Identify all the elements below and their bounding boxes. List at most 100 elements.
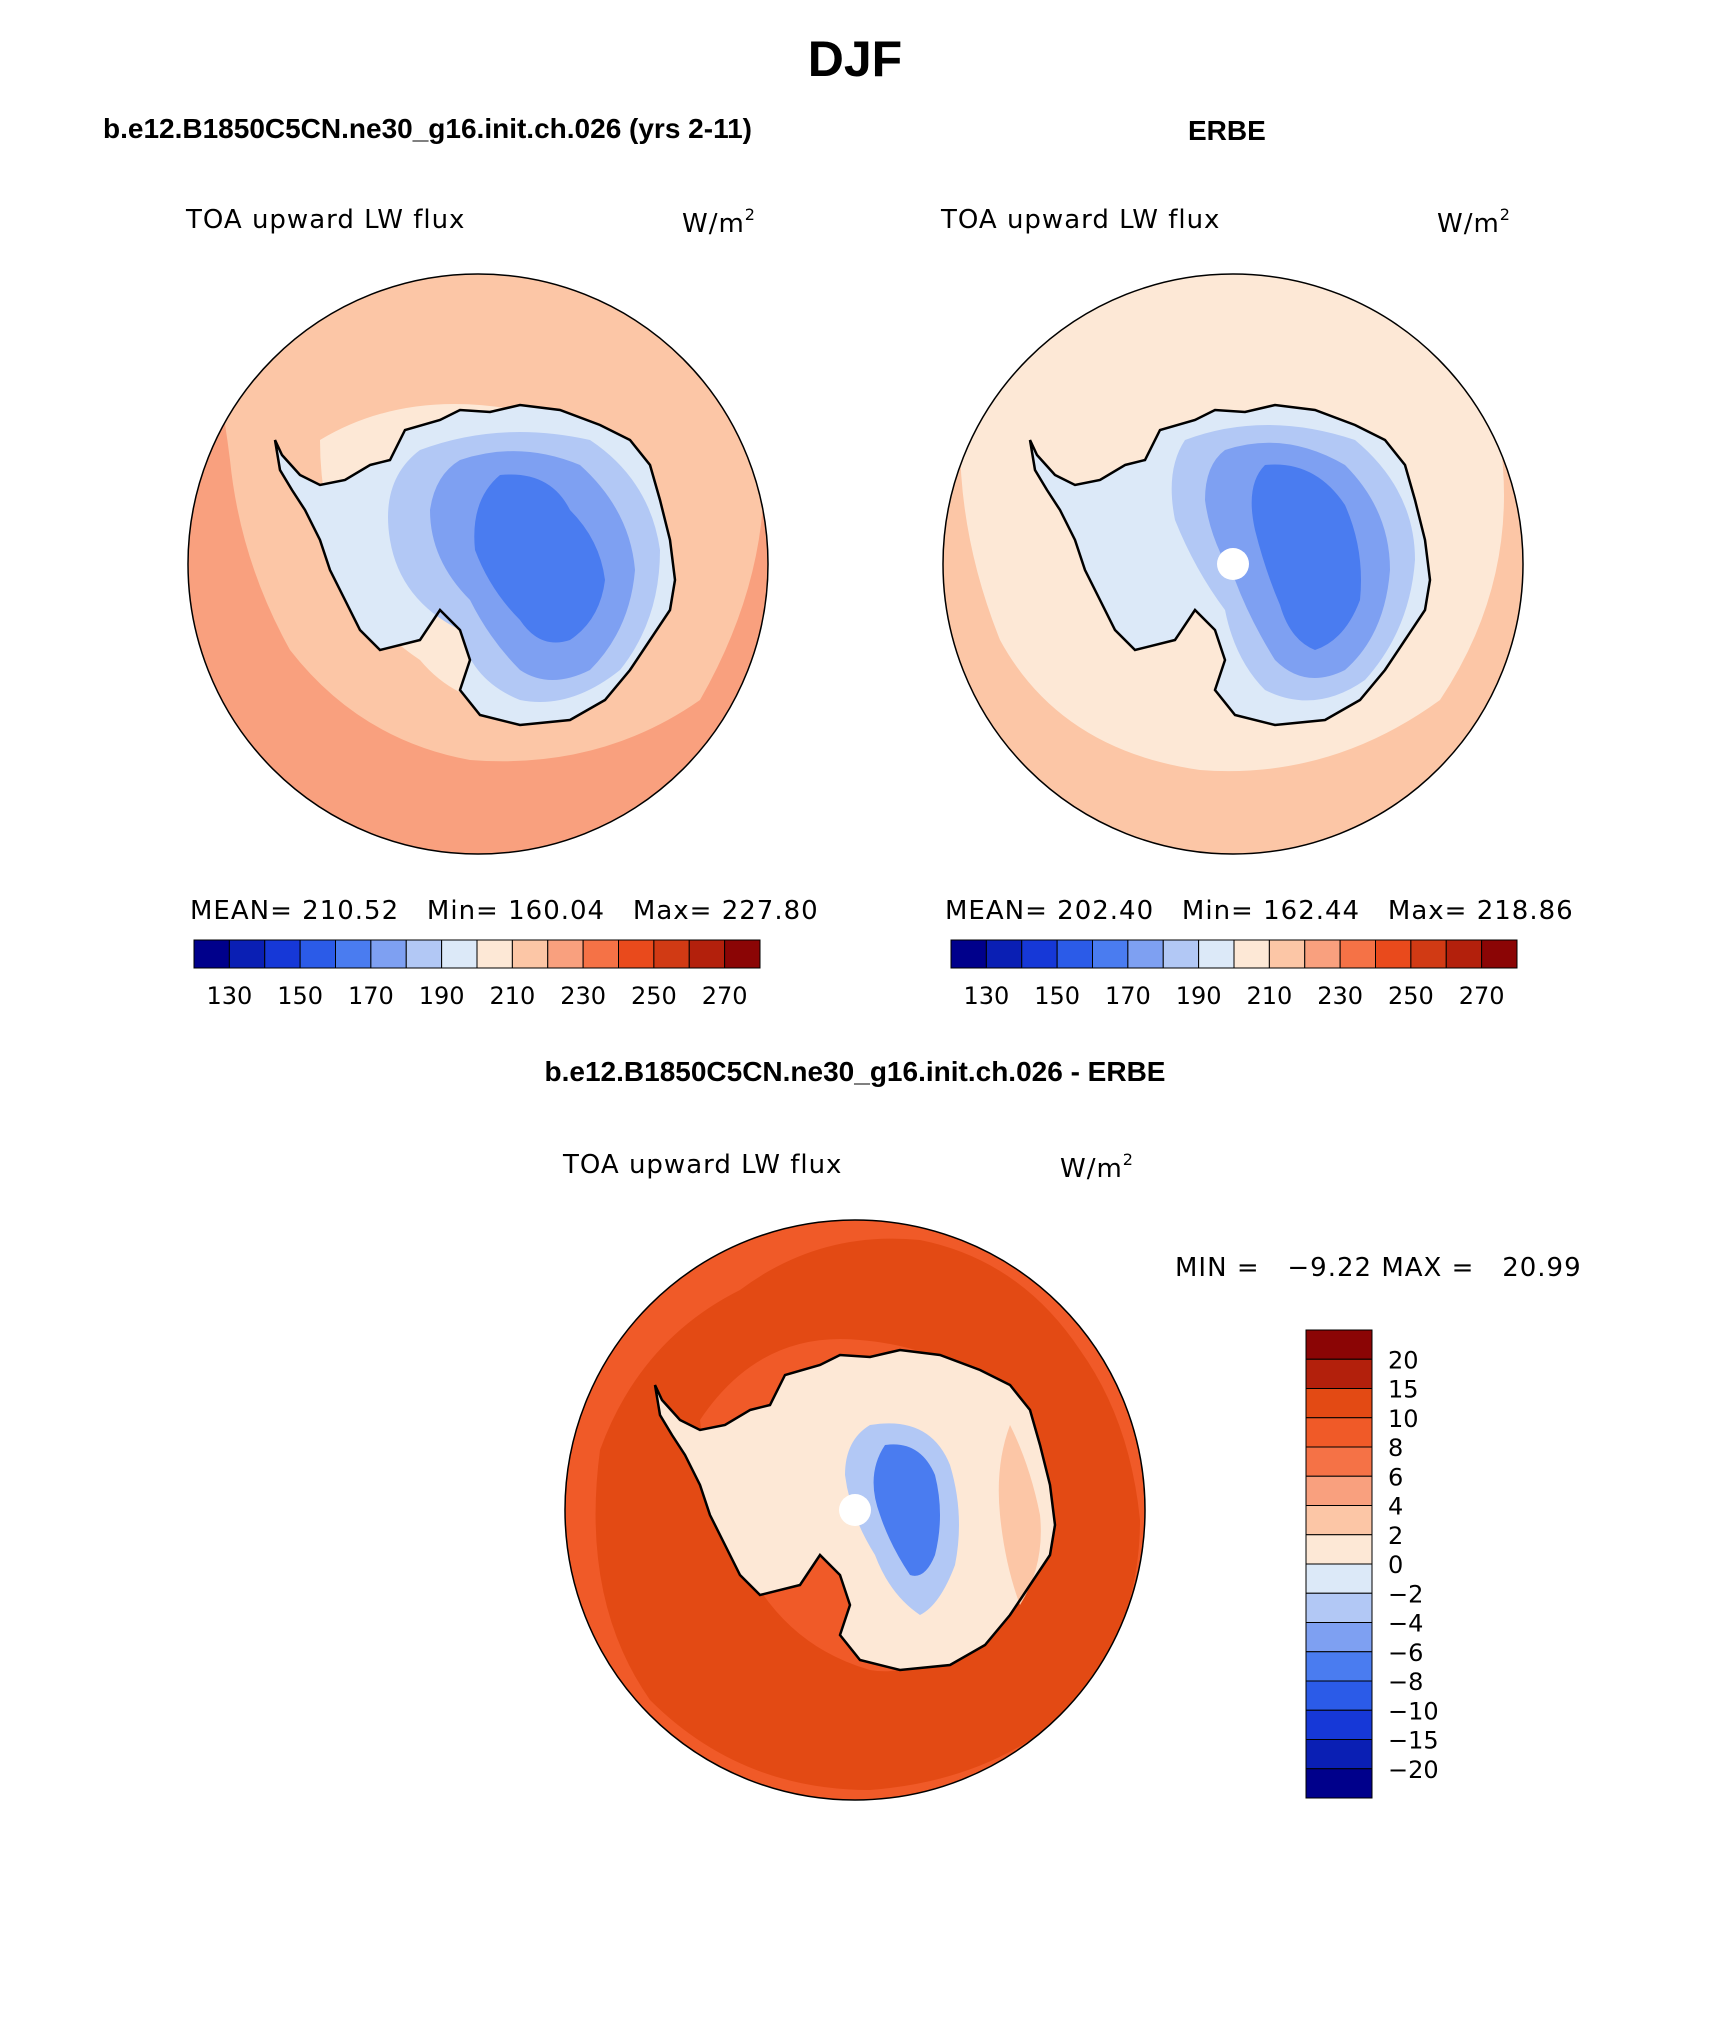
panel-1-colorbar: 130 150 170 190 210 230 250 270 [193,939,761,1010]
panel-2-max: Max= 218.86 [1387,896,1574,926]
panel-2-colorbar-swatch [1304,939,1341,969]
diff-colorbar-swatch [1305,1651,1373,1682]
diff-colorbar-label: 20 [1388,1346,1419,1374]
panel-2-colorbar-swatch [1056,939,1093,969]
panel-2-colorbar-swatch [1127,939,1164,969]
diff-colorbar-label: 10 [1388,1405,1419,1433]
panel-2-colorbar-tick-label: 150 [1034,982,1080,1010]
diff-colorbar-label: −15 [1388,1727,1439,1755]
diff-colorbar-swatch [1305,1739,1373,1770]
diff-colorbar-label: 4 [1388,1493,1403,1521]
figure-title: DJF [807,31,903,87]
diff-colorbar-swatch [1305,1592,1373,1623]
diff-colorbar-swatch [1305,1446,1373,1477]
panel-2-stats: MEAN= 202.40 Min= 162.44 Max= 218.86 [945,896,1574,926]
panel-2-colorbar-swatch [1198,939,1235,969]
diff-colorbar-swatch [1305,1417,1373,1448]
diff-colorbar-label: −2 [1388,1580,1423,1608]
panel-2-colorbar-swatch [1092,939,1129,969]
panel-2-colorbar: 130 150 170 190 210 230 250 270 [950,939,1518,1010]
panel-2-colorbar-swatch [1445,939,1483,969]
panel-2-header: ERBE [1188,115,1266,146]
panel-2-colorbar-swatch [1375,939,1412,969]
diff-minmax: MIN = −9.22 MAX = 20.99 [1175,1253,1582,1283]
panel-2-colorbar-swatch [1410,939,1447,969]
diff-var-label: TOA upward LW flux [563,1150,843,1180]
panel-1-colorbar-tick-label: 190 [419,982,465,1010]
diff-colorbar-label: −4 [1388,1610,1423,1638]
diff-colorbar-label: −20 [1388,1756,1439,1784]
panel-2-colorbar-swatch [1162,939,1200,969]
panel-1-colorbar-swatch [476,939,513,969]
panel-1-colorbar-swatch [582,939,619,969]
panel-1-colorbar-tick-label: 150 [277,982,323,1010]
panel-2-colorbar-swatch [985,939,1023,969]
panel-1-units: W/m2 [682,205,756,239]
diff-colorbar-label: 6 [1388,1463,1403,1491]
panel-1-colorbar-swatch [370,939,407,969]
panel-1-colorbar-tick-label: 170 [348,982,394,1010]
diff-colorbar-swatch [1305,1709,1373,1740]
panel-1-var-label: TOA upward LW flux [186,205,466,235]
panel-2-colorbar-tick-label: 230 [1317,982,1363,1010]
diff-panel-header: b.e12.B1850C5CN.ne30_g16.init.ch.026 - E… [544,1056,1166,1087]
panel-1-colorbar-swatch [228,939,266,969]
panel-1-colorbar-swatch [511,939,549,969]
diff-colorbar-swatch [1305,1329,1373,1360]
panel-2-colorbar-tick-label: 170 [1105,982,1151,1010]
diff-colorbar-swatch [1305,1475,1373,1506]
diff-colorbar-swatch [1305,1358,1373,1389]
panel-1-colorbar-swatch [688,939,726,969]
diff-colorbar-swatch [1305,1680,1373,1711]
diff-colorbar-label: −10 [1388,1697,1439,1725]
panel-2-colorbar-swatch [1021,939,1058,969]
diff-colorbar-swatch [1305,1622,1373,1653]
panel-1-colorbar-swatch [547,939,584,969]
panel-2-colorbar-swatch [1233,939,1270,969]
panel-1-min: Min= 160.04 [426,896,606,926]
diff-colorbar-swatch [1305,1388,1373,1419]
panel-2-colorbar-swatch [950,939,987,969]
panel-2-colorbar-swatch [1268,939,1306,969]
diff-map [564,1219,1146,1801]
panel-1-colorbar-tick-label: 250 [631,982,677,1010]
panel-1-colorbar-swatch [335,939,372,969]
diff-colorbar-swatch [1305,1768,1373,1799]
diff-colorbar-swatch [1305,1563,1373,1594]
diff-colorbar-label: 0 [1388,1551,1403,1579]
panel-1-colorbar-tick-label: 210 [489,982,535,1010]
diff-colorbar-label: −6 [1388,1639,1423,1667]
diff-units: W/m2 [1060,1150,1134,1184]
panel-1-colorbar-swatch [193,939,230,969]
panel-2-units: W/m2 [1437,205,1511,239]
panel-2-colorbar-tick-label: 190 [1176,982,1222,1010]
diff-colorbar-label: −8 [1388,1668,1423,1696]
panel-1-colorbar-swatch [441,939,478,969]
panel-1-colorbar-swatch [405,939,443,969]
diff-colorbar-swatch [1305,1534,1373,1565]
panel-1-colorbar-swatch [264,939,301,969]
panel-2-mean: MEAN= 202.40 [945,896,1155,926]
diff-colorbar-label: 8 [1388,1434,1403,1462]
panel-1-map [187,273,769,855]
panel-1-max: Max= 227.80 [632,896,819,926]
panel-1-stats: MEAN= 210.52 Min= 160.04 Max= 227.80 [190,896,819,926]
panel-1-colorbar-swatch [724,939,761,969]
panel-2-var-label: TOA upward LW flux [941,205,1221,235]
panel-2-colorbar-tick-label: 210 [1246,982,1292,1010]
panel-2-colorbar-swatch [1481,939,1518,969]
panel-1-colorbar-swatch [299,939,336,969]
diff-colorbar-swatch [1305,1505,1373,1536]
panel-2-colorbar-tick-label: 130 [963,982,1009,1010]
panel-2-colorbar-tick-label: 270 [1459,982,1505,1010]
panel-1-header: b.e12.B1850C5CN.ne30_g16.init.ch.026 (yr… [103,113,753,144]
panel-1-mean: MEAN= 210.52 [190,896,400,926]
panel-1-colorbar-tick-label: 130 [206,982,252,1010]
panel-1-colorbar-swatch [618,939,655,969]
diff-colorbar-label: 15 [1388,1376,1419,1404]
diff-colorbar-label: 2 [1388,1522,1403,1550]
panel-2-colorbar-swatch [1339,939,1376,969]
panel-2-colorbar-tick-label: 250 [1388,982,1434,1010]
